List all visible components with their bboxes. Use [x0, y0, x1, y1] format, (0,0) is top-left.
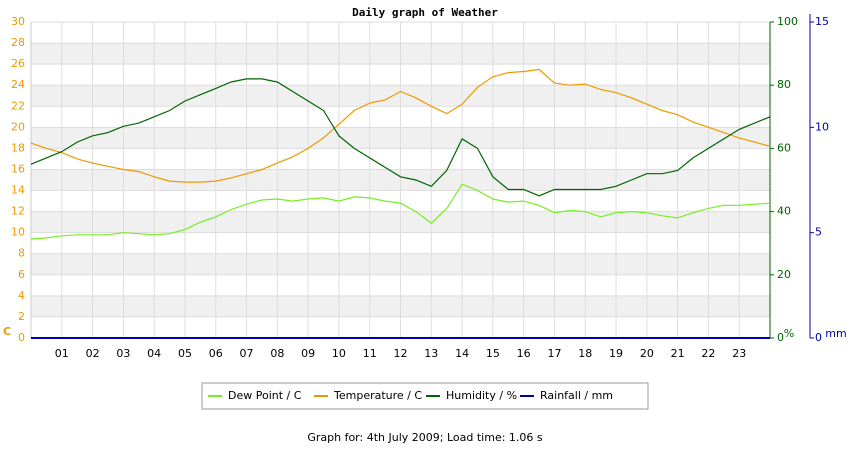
x-tick-label: 10 [332, 347, 346, 360]
legend-label: Rainfall / mm [540, 389, 613, 402]
chart-title: Daily graph of Weather [352, 6, 498, 19]
x-tick-label: 14 [455, 347, 469, 360]
x-tick-label: 12 [394, 347, 408, 360]
y-tick-label: 8 [18, 247, 25, 260]
x-tick-label: 02 [86, 347, 100, 360]
y-tick-label: 0 [18, 331, 25, 344]
y-tick-label: 18 [11, 141, 25, 154]
x-tick-label: 08 [270, 347, 284, 360]
legend-box [201, 382, 649, 410]
y-tick-label: 10 [11, 226, 25, 239]
x-tick-label: 22 [701, 347, 715, 360]
legend-label: Dew Point / C [228, 389, 302, 402]
series-line [30, 183, 771, 240]
x-tick-label: 17 [547, 347, 561, 360]
series-line [30, 78, 771, 197]
y3-axis-label: mm [825, 327, 846, 340]
x-tick-label: 15 [486, 347, 500, 360]
x-tick-label: 13 [424, 347, 438, 360]
y2-tick-label: 0 [777, 331, 784, 344]
y-tick-label: 30 [11, 15, 25, 28]
y2-axis-label: % [784, 327, 794, 340]
legend-label: Temperature / C [333, 389, 422, 402]
y-tick-label: 4 [18, 289, 25, 302]
x-tick-label: 03 [116, 347, 130, 360]
y-tick-label: 24 [11, 78, 25, 91]
x-tick-label: 18 [578, 347, 592, 360]
y-tick-label: 6 [18, 268, 25, 281]
y3-tick-label: 15 [815, 15, 829, 28]
y-tick-label: 20 [11, 120, 25, 133]
y-tick-label: 12 [11, 205, 25, 218]
y3-tick-label: 10 [815, 120, 829, 133]
x-tick-label: 19 [609, 347, 623, 360]
footer: Graph for: 4th July 2009; Load time: 1.0… [307, 431, 543, 444]
legend-label: Humidity / % [446, 389, 517, 402]
y2-tick-label: 20 [777, 268, 791, 281]
y2-tick-label: 100 [777, 15, 798, 28]
y-tick-label: 22 [11, 99, 25, 112]
x-tick-label: 21 [671, 347, 685, 360]
x-tick-label: 23 [732, 347, 746, 360]
x-tick-label: 01 [55, 347, 69, 360]
y-tick-label: 14 [11, 184, 25, 197]
y2-tick-label: 80 [777, 78, 791, 91]
x-tick-label: 05 [178, 347, 192, 360]
x-tick-label: 20 [640, 347, 654, 360]
x-tick-label: 07 [240, 347, 254, 360]
y2-tick-label: 40 [777, 205, 791, 218]
x-tick-label: 04 [147, 347, 161, 360]
y3-tick-label: 5 [815, 226, 822, 239]
y-tick-label: 16 [11, 162, 25, 175]
y-tick-label: 26 [11, 57, 25, 70]
x-tick-label: 16 [517, 347, 531, 360]
x-tick-label: 09 [301, 347, 315, 360]
y3-tick-label: 0 [815, 331, 822, 344]
x-tick-label: 11 [363, 347, 377, 360]
series-line [30, 68, 771, 183]
y-tick-label: 28 [11, 36, 25, 49]
y2-tick-label: 60 [777, 141, 791, 154]
y-axis-label: C [3, 325, 11, 338]
y-tick-label: 2 [18, 310, 25, 323]
x-tick-label: 06 [209, 347, 223, 360]
